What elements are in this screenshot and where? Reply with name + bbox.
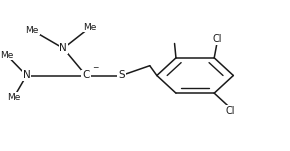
Text: N: N: [23, 71, 30, 80]
Text: Me: Me: [84, 23, 97, 32]
Text: Me: Me: [7, 93, 21, 102]
Text: Cl: Cl: [225, 106, 235, 116]
Text: Cl: Cl: [212, 34, 222, 44]
Text: N: N: [59, 43, 67, 53]
Text: Me: Me: [0, 51, 13, 60]
Text: −: −: [92, 63, 99, 72]
Text: S: S: [118, 71, 125, 80]
Text: Me: Me: [26, 26, 39, 35]
Text: C: C: [82, 71, 90, 80]
